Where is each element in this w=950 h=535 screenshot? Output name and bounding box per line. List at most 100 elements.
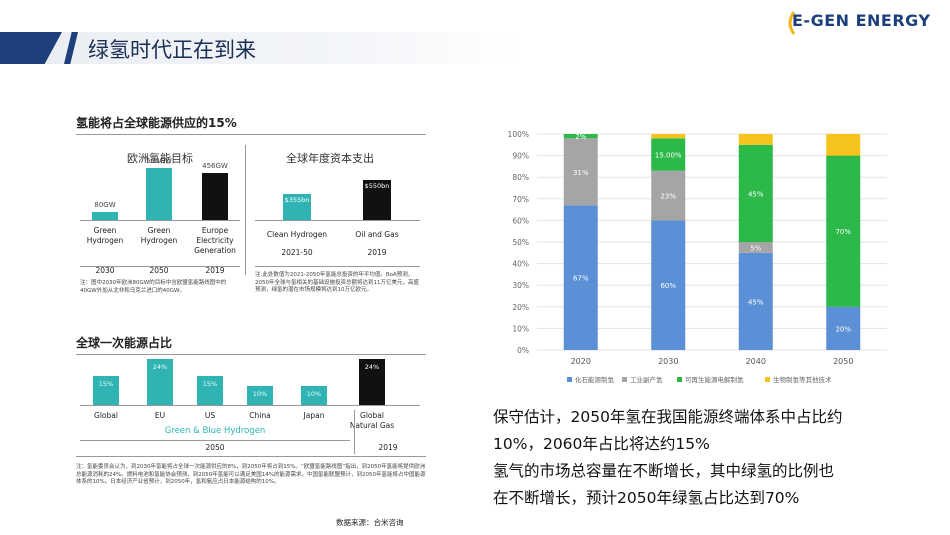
legend-label: 化石能源制氢 bbox=[575, 375, 615, 384]
stack-segment bbox=[651, 220, 686, 350]
segment-label: 5% bbox=[750, 244, 761, 252]
panel-a-bar-year: 2050 bbox=[149, 266, 169, 275]
y-tick-label: 100% bbox=[508, 130, 529, 139]
section2-bar-label-line: Natural Gas bbox=[349, 421, 395, 430]
panel-a-bar-year: 2019 bbox=[205, 266, 225, 275]
legend-label: 生物制氢等其他技术 bbox=[773, 375, 832, 384]
x-tick-label: 2030 bbox=[658, 357, 678, 366]
section2-bar-label: China bbox=[249, 411, 271, 420]
y-tick-label: 30% bbox=[512, 281, 529, 290]
logo-swoosh-icon bbox=[788, 11, 796, 35]
segment-label: 31% bbox=[573, 169, 589, 177]
segment-label: 45% bbox=[748, 298, 764, 306]
stack-segment bbox=[738, 252, 773, 350]
section2-bar-value: 10% bbox=[306, 389, 322, 398]
segment-label: 20% bbox=[835, 325, 851, 333]
panel-a-bar-label: Green Hydrogen bbox=[78, 226, 132, 246]
section1-title: 氢能将占全球能源供应的15% bbox=[76, 116, 237, 130]
stacked-bar-chart: 0% 10% 20% 30% 40% 50% 60% 70% 80% 90% 100% 67% 31% 2… bbox=[508, 130, 887, 384]
y-tick-label: 0% bbox=[517, 346, 529, 355]
panel-b-bar bbox=[363, 180, 391, 220]
panel-b-bar-label: Clean Hydrogen bbox=[266, 230, 328, 239]
panel-a-title: 欧洲氢能目标 bbox=[127, 152, 193, 165]
section2-bar-value: 15% bbox=[202, 380, 218, 389]
panel-a-bar-label-line: Europe bbox=[201, 226, 229, 235]
section2-bar-label: EU bbox=[154, 411, 166, 420]
section2-rule bbox=[76, 354, 426, 355]
panel-a-bar-label-line: Hydrogen bbox=[86, 236, 124, 245]
stack-segment bbox=[651, 138, 686, 171]
panel-b-title: 全球年度资本支出 bbox=[286, 152, 374, 165]
legend-swatch bbox=[677, 377, 682, 382]
panel-b-bar-year: 2021-50 bbox=[281, 248, 313, 257]
section2-bar-label: Global bbox=[94, 411, 118, 420]
segment-label: 70% bbox=[835, 228, 851, 236]
panel-b-bar-value: $550bn bbox=[364, 182, 390, 190]
panel-a-bar-label-line: Electricity bbox=[196, 236, 234, 245]
panel-a-bar bbox=[202, 172, 228, 220]
summary-line-1: 保守估计，2050年氢在我国能源终端体系中占比约 bbox=[493, 408, 843, 426]
stack-segment bbox=[826, 306, 861, 350]
panel-b-bar-label: Oil and Gas bbox=[355, 230, 399, 239]
segment-label: 45% bbox=[748, 190, 764, 198]
panel-a-bar bbox=[92, 211, 118, 220]
stack-segment bbox=[738, 134, 773, 145]
y-tick-label: 50% bbox=[512, 238, 529, 247]
segment-label: 67% bbox=[573, 275, 589, 283]
stack-segment bbox=[563, 134, 598, 139]
section2-bottom-rule bbox=[76, 456, 426, 457]
summary-line-4: 在不断增长，预计2050年绿氢占比达到70% bbox=[493, 489, 800, 507]
section2-bar bbox=[197, 376, 223, 405]
y-tick-label: 60% bbox=[512, 216, 529, 225]
panel-a-bar-label-line: Hydrogen bbox=[140, 236, 178, 245]
summary-line-3: 氢气的市场总容量在不断增长，其中绿氢的比例也 bbox=[493, 462, 835, 480]
legend-label: 工业副产氢 bbox=[630, 375, 663, 384]
y-tick-label: 70% bbox=[512, 195, 529, 204]
section1-rule bbox=[76, 134, 426, 135]
left-infographic: 氢能将占全球能源供应的15% 欧洲氢能目标 80GW Green Hydrogen 2… bbox=[70, 100, 440, 535]
segment-label: 2% bbox=[575, 133, 586, 141]
legend-swatch bbox=[765, 377, 770, 382]
y-tick-label: 20% bbox=[512, 303, 529, 312]
logo bbox=[788, 11, 796, 35]
stack-segment bbox=[563, 205, 598, 350]
panel-a-bar-label: Europe Electricity Generation bbox=[188, 226, 242, 256]
panel-b-bar bbox=[283, 194, 311, 220]
section2-bar-label: Japan bbox=[303, 411, 325, 420]
section2-bar-value: 24% bbox=[152, 363, 168, 371]
stack-segment bbox=[738, 242, 773, 253]
panel-b-bar-value: $355bn bbox=[284, 196, 310, 205]
section2-title: 全球一次能源占比 bbox=[76, 336, 173, 350]
section2-bar-value: 24% bbox=[364, 363, 380, 371]
header-bar bbox=[0, 32, 520, 64]
legend-swatch bbox=[622, 377, 627, 382]
panel-a-bar-label-line: Generation bbox=[194, 246, 236, 255]
section2-bar-label: US bbox=[204, 411, 216, 420]
section2-bar bbox=[147, 359, 173, 405]
logo-text: E-GEN ENERGY bbox=[792, 11, 931, 30]
stack-segment bbox=[738, 144, 773, 242]
y-tick-label: 80% bbox=[512, 173, 529, 182]
section2-bar-value: 15% bbox=[98, 380, 114, 389]
y-tick-label: 90% bbox=[512, 152, 529, 161]
section2-group-rule bbox=[80, 440, 350, 441]
panel-b-bar-year: 2019 bbox=[367, 248, 387, 257]
segment-label: 23% bbox=[660, 193, 676, 201]
panel-a-note: 注：图中2030年欧洲80GW的目标中含欧盟氢能路线图中的40GW外加从北非和乌… bbox=[80, 280, 227, 294]
section2-note: 注：氢能委员会认为，到2030年氢能将占全球一次能源供应的8%，到2050年将占… bbox=[76, 464, 426, 485]
stack-segment bbox=[563, 138, 598, 206]
y-tick-label: 10% bbox=[512, 324, 529, 333]
panel-a-bar-label: Green Hydrogen bbox=[132, 226, 186, 246]
section2-baseline bbox=[80, 405, 420, 406]
panel-divider bbox=[245, 145, 246, 275]
section2-divider bbox=[354, 410, 355, 454]
stack-segment bbox=[826, 134, 861, 156]
section2-bar-label: Global Natural Gas bbox=[344, 411, 400, 431]
panel-a-bar bbox=[146, 168, 172, 220]
legend-label: 可再生能源电解制氢 bbox=[685, 375, 744, 384]
section2-bar-label-line: Global bbox=[360, 411, 384, 420]
page-title: 绿氢时代正在到来 bbox=[88, 38, 256, 62]
stack-segment bbox=[651, 170, 686, 221]
section2-group-label: Green & Blue Hydrogen bbox=[164, 426, 266, 436]
panel-a-year-rule bbox=[80, 266, 240, 267]
